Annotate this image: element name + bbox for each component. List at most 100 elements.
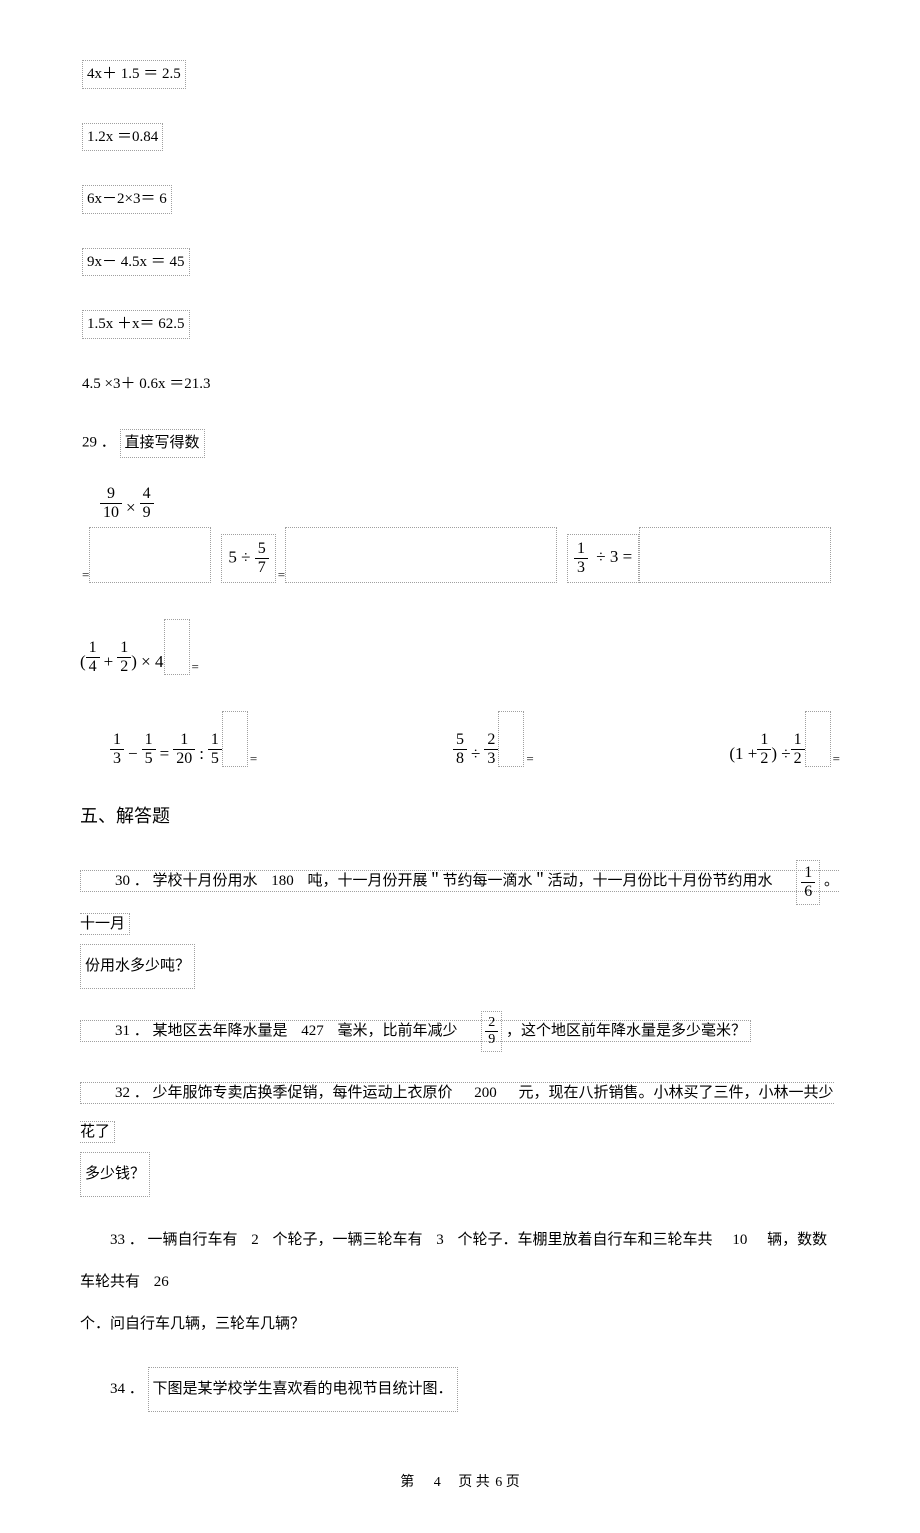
equation-text: 4x＋ 1.5 ＝ 2.5 [82,60,186,89]
page-footer: 第 4 页 共 6 页 [80,1472,840,1493]
math-cell: 910 × 49 [100,486,154,521]
q33-p2: 个轮子，一辆三轮车有 [273,1232,423,1248]
section-5-title: 五、解答题 [80,803,840,830]
operator: × [126,495,136,521]
operator: − [128,741,138,767]
operator: ÷ [471,741,480,767]
equation-text: 9x－ 4.5x ＝ 45 [82,248,190,277]
math-cell: ( 14 + 12 ) × 4 = [80,619,199,675]
question-text: 直接写得数 [120,429,205,458]
fraction: 14 [86,640,100,675]
equation-item: 6x－2×3＝ 6 [80,185,840,214]
q33-n1: 2 [251,1232,259,1248]
q31-p2: 毫米，比前年减少 [338,1023,458,1039]
question-30: 30 ． 学校十月份用水 180 吨，十一月份开展＂节约每一滴水＂活动，十一月份… [80,860,840,989]
question-34: 34 ． 下图是某学校学生喜欢看的电视节目统计图． [80,1367,840,1412]
math-cell: 58 ÷ 23 = [453,711,534,767]
q31-frac-box: 29 [481,1011,502,1052]
lparen: (1 + [729,741,757,767]
q31-num1: 427 [301,1023,324,1039]
fraction: 13 [574,541,588,576]
fraction: 57 [255,541,269,576]
fraction: 12 [757,732,771,767]
footer-post: 页 [506,1475,520,1490]
q32-tail: 多少钱？ [80,1152,150,1197]
fraction: 58 [453,732,467,767]
lhs: 5 ÷ [228,547,250,566]
math-row-2: ( 14 + 12 ) × 4 = [80,619,840,675]
equation-text: 4.5 ×3＋ 0.6x ＝21.3 [82,376,210,392]
q30-box: 30 ． 学校十月份用水 180 吨，十一月份开展＂节约每一滴水＂活动，十一月份… [80,870,839,934]
question-label: 29 ． [82,435,116,451]
answer-blank [164,619,190,675]
equation-text: 1.2x ＝0.84 [82,123,163,152]
q33-n3: 10 [732,1232,747,1248]
answer-blank [498,711,524,767]
equals-sign: = [833,749,840,769]
mid: ) ÷ [771,741,790,767]
equals-sign: = [278,565,285,585]
q32-num1: 200 [474,1085,497,1101]
equation-text: 6x－2×3＝ 6 [82,185,172,214]
answer-blank [285,527,557,583]
answer-blank [89,527,211,583]
fraction: 12 [791,732,805,767]
equals-sign: = [526,749,533,769]
question-33: 33 ． 一辆自行车有 2 个轮子，一辆三轮车有 3 个轮子．车棚里放着自行车和… [80,1219,840,1345]
q31-p3: ，这个地区前年降水量是多少毫米？ [506,1023,746,1039]
question-label: 30 ． [115,873,149,889]
question-31: 31 ． 某地区去年降水量是 427 毫米，比前年减少 29 ，这个地区前年降水… [80,1011,840,1052]
fraction: 910 [100,486,122,521]
fraction: 23 [484,732,498,767]
q30-num1: 180 [271,873,294,889]
q31-p1: 某地区去年降水量是 [153,1023,288,1039]
equation-item: 4.5 ×3＋ 0.6x ＝21.3 [80,373,840,396]
q33-tail: 个．问自行车几辆，三轮车几辆？ [80,1316,305,1332]
q30-frac-box: 16 [796,860,820,905]
answer-blank [639,527,831,583]
answer-blank [805,711,831,767]
q33-p3: 个轮子．车棚里放着自行车和三轮车共 [458,1232,713,1248]
footer-page: 4 [434,1475,441,1490]
fraction: 29 [485,1016,498,1047]
expr-box: 13 ÷ 3 = [567,534,639,583]
q34-text: 下图是某学校学生喜欢看的电视节目统计图． [148,1367,458,1412]
footer-pre: 第 [400,1475,416,1490]
math-row-1: = 5 ÷ 57 = 13 ÷ 3 = [80,527,840,583]
fraction: 120 [173,732,195,767]
q32-box: 32 ． 少年服饰专卖店换季促销，每件运动上衣原价 200 元，现在八折销售。小… [80,1082,834,1143]
fraction: 13 [110,732,124,767]
question-label: 31 ． [115,1023,149,1039]
question-label: 34 ． [110,1381,144,1397]
fraction: 16 [801,865,815,900]
rparen: ) × 4 [131,649,163,675]
fraction: 49 [140,486,154,521]
math-cell: 13 − 15 = 120 : 15 = [110,711,257,767]
q33-n2: 3 [436,1232,444,1248]
question-29: 29 ． 直接写得数 [80,429,840,458]
q30-p2: 吨，十一月份开展＂节约每一滴水＂活动，十一月份比十月份节约用水 [308,873,773,889]
q30-tail: 份用水多少吨？ [80,944,195,989]
equals-sign: = [82,565,89,585]
equation-item: 4x＋ 1.5 ＝ 2.5 [80,60,840,89]
expr-box: 5 ÷ 57 [221,534,275,583]
math-cell: 5 ÷ 57 = [221,527,557,583]
equation-item: 1.5x ＋x＝ 62.5 [80,310,840,339]
math-row-3: 13 − 15 = 120 : 15 = 58 ÷ 23 = (1 + 12 )… [80,711,840,767]
equation-item: 1.2x ＝0.84 [80,123,840,152]
math-cell: (1 + 12 ) ÷ 12 = [729,711,840,767]
footer-mid: 页 共 [458,1475,490,1490]
rhs: ÷ 3 = [596,547,632,566]
equals-sign: = [192,657,199,677]
footer-total: 6 [495,1475,502,1490]
fraction: 15 [208,732,222,767]
equation-item: 9x－ 4.5x ＝ 45 [80,248,840,277]
math-row-0: 910 × 49 [80,486,840,521]
operator: : [199,741,204,767]
equals-sign: = [250,749,257,769]
math-cell: 13 ÷ 3 = [567,527,831,583]
question-label: 33 ． [110,1232,144,1248]
equation-text: 1.5x ＋x＝ 62.5 [82,310,190,339]
operator: = [160,741,170,767]
operator: + [104,649,114,675]
